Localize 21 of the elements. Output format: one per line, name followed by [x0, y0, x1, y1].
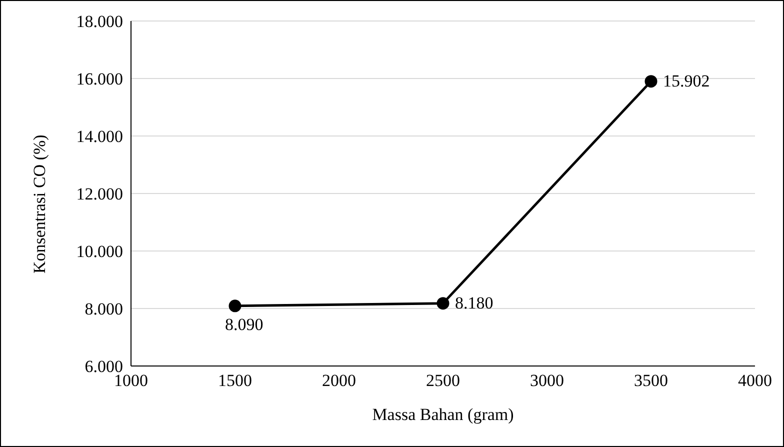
data-label: 8.090	[225, 314, 264, 334]
y-tick-label: 18.000	[76, 12, 123, 32]
y-axis-title: Konsentrasi CO (%)	[30, 134, 50, 274]
y-tick-label: 14.000	[76, 127, 123, 146]
data-label: 15.902	[663, 71, 710, 90]
data-label: 8.180	[455, 293, 494, 312]
y-tick-label: 12.000	[76, 184, 123, 204]
x-tick-label: 1000	[114, 371, 148, 390]
y-tick-label: 10.000	[76, 242, 123, 262]
x-tick-label: 3000	[530, 371, 564, 390]
x-tick-label: 2500	[426, 371, 460, 390]
point	[228, 300, 242, 312]
y-tick-label: 16.000	[76, 70, 123, 89]
x-tick-label: 1500	[218, 371, 252, 390]
x-tick-label: 4000	[738, 371, 772, 390]
y-tick-label: 8.000	[84, 300, 123, 319]
point	[644, 75, 658, 88]
x-tick-label: 2000	[322, 371, 356, 390]
point	[436, 297, 450, 310]
x-tick-label: 3500	[634, 371, 668, 390]
x-axis-title: Massa Bahan (gram)	[372, 405, 514, 424]
